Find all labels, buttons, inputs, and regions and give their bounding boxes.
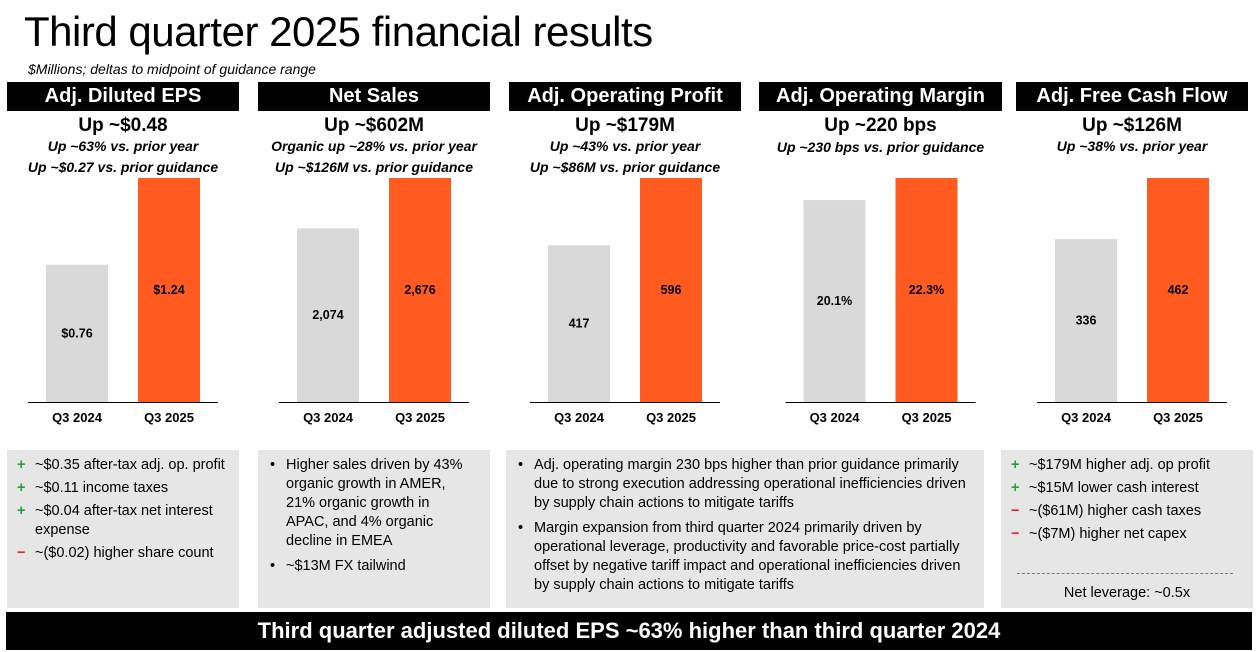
panel-sub-line: Organic up ~28% vs. prior year xyxy=(271,138,477,154)
panel-sub-line: Up ~38% vs. prior year xyxy=(1056,138,1208,154)
bar-current xyxy=(1147,178,1209,402)
data-label: 2,676 xyxy=(404,283,435,297)
list-item: + ~$15M lower cash interest xyxy=(1011,480,1199,496)
panel-operating-profit: Adj. Operating Profit Up ~$179M Up ~43% … xyxy=(509,82,741,442)
margin-drivers-box: Adj. operating margin 230 bps higher tha… xyxy=(506,450,984,608)
panel-header: Adj. Diluted EPS xyxy=(7,82,239,111)
bar-current xyxy=(640,178,702,402)
x-tick-label: Q3 2025 xyxy=(1153,410,1203,425)
bar-chart: 417 Q3 2024 596 Q3 2025 xyxy=(530,178,720,425)
bar-prior xyxy=(548,245,610,402)
data-label: 2,074 xyxy=(312,308,343,322)
data-label: 22.3% xyxy=(909,283,944,297)
data-label: 462 xyxy=(1168,283,1189,297)
x-tick-label: Q3 2025 xyxy=(144,410,194,425)
x-tick-label: Q3 2025 xyxy=(646,410,696,425)
list-item: − ~($7M) higher net capex xyxy=(1011,526,1187,542)
page-subtitle: $Millions; deltas to midpoint of guidanc… xyxy=(28,61,316,77)
panel-headline: Up ~$179M xyxy=(575,115,675,136)
panel-sub-line: Up ~43% vs. prior year xyxy=(549,138,701,154)
bar-prior xyxy=(1055,239,1117,402)
bar-chart: $0.76 Q3 2024 $1.24 Q3 2025 xyxy=(28,178,218,425)
bar-chart: 2,074 Q3 2024 2,676 Q3 2025 xyxy=(279,178,469,425)
list-item: − ~($0.02) higher share count xyxy=(17,545,214,561)
fcf-drivers-box: + ~$179M higher adj. op profit + ~$15M low… xyxy=(1001,450,1253,608)
list-item: + ~$179M higher adj. op profit xyxy=(1011,457,1210,473)
panel-headline: Up ~$0.48 xyxy=(78,115,168,136)
list-item: + ~$0.11 income taxes xyxy=(17,480,169,496)
bar-chart: 20.1% Q3 2024 22.3% Q3 2025 xyxy=(785,178,976,425)
bar-prior xyxy=(803,200,866,402)
panel-sub-line: Up ~230 bps vs. prior guidance xyxy=(776,139,985,155)
bar-current xyxy=(138,178,200,402)
list-item: − ~($61M) higher cash taxes xyxy=(1011,503,1202,519)
panel-eps: Adj. Diluted EPS Up ~$0.48 Up ~63% vs. p… xyxy=(7,82,239,442)
x-tick-label: Q3 2025 xyxy=(395,410,445,425)
data-label: 20.1% xyxy=(817,294,852,308)
panel-header: Adj. Operating Profit xyxy=(509,82,741,111)
plus-icon: + xyxy=(1011,457,1020,473)
x-tick-label: Q3 2024 xyxy=(1061,410,1112,425)
plus-icon: + xyxy=(17,480,26,496)
panel-headline: Up ~$602M xyxy=(324,115,424,136)
list-item: Adj. operating margin 230 bps higher tha… xyxy=(516,456,970,513)
panel-header: Adj. Free Cash Flow xyxy=(1016,82,1248,111)
panel-sub-line: Up ~$0.27 vs. prior guidance xyxy=(27,159,219,175)
panel-net-sales: Net Sales Up ~$602M Organic up ~28% vs. … xyxy=(258,82,490,442)
list-item: Margin expansion from third quarter 2024… xyxy=(516,519,970,595)
divider xyxy=(1017,573,1233,574)
panel-free-cash-flow: Adj. Free Cash Flow Up ~$126M Up ~38% vs… xyxy=(1016,82,1248,442)
panel-sub-line: Up ~$86M vs. prior guidance xyxy=(529,159,721,175)
data-label: $0.76 xyxy=(61,326,92,340)
panel-header: Adj. Operating Margin xyxy=(759,82,1002,111)
panel-sub-line: Up ~$126M vs. prior guidance xyxy=(274,159,473,175)
panel-headline: Up ~$126M xyxy=(1082,115,1182,136)
x-tick-label: Q3 2024 xyxy=(810,410,861,425)
panel-headline: Up ~220 bps xyxy=(824,115,937,136)
data-label: 596 xyxy=(661,283,682,297)
minus-icon: − xyxy=(1011,526,1020,542)
list-item: Higher sales driven by 43% organic growt… xyxy=(268,456,466,551)
data-label: $1.24 xyxy=(153,283,184,297)
footer-banner: Third quarter adjusted diluted EPS ~63% … xyxy=(6,612,1252,650)
sales-drivers-box: Higher sales driven by 43% organic growt… xyxy=(258,450,490,608)
x-tick-label: Q3 2024 xyxy=(52,410,103,425)
panel-operating-margin: Adj. Operating Margin Up ~220 bps Up ~23… xyxy=(759,82,1002,442)
minus-icon: − xyxy=(1011,503,1020,519)
page-title: Third quarter 2025 financial results xyxy=(24,8,653,55)
data-label: 336 xyxy=(1076,314,1097,328)
list-item: + ~$0.04 after-tax net interest expense xyxy=(17,503,213,538)
x-tick-label: Q3 2025 xyxy=(902,410,952,425)
data-label: 417 xyxy=(569,317,590,331)
panel-header: Net Sales xyxy=(258,82,490,111)
bar-current xyxy=(389,178,451,402)
net-leverage: Net leverage: ~0.5x xyxy=(1063,585,1191,601)
bar-current xyxy=(895,178,958,402)
plus-icon: + xyxy=(17,457,26,473)
x-tick-label: Q3 2024 xyxy=(554,410,605,425)
bar-prior xyxy=(297,228,359,402)
minus-icon: − xyxy=(17,545,26,561)
list-item: ~$13M FX tailwind xyxy=(268,557,466,576)
plus-icon: + xyxy=(17,503,26,519)
plus-icon: + xyxy=(1011,480,1020,496)
list-item: + ~$0.35 after-tax adj. op. profit xyxy=(17,457,225,473)
eps-drivers-box: + ~$0.35 after-tax adj. op. profit + ~$0.1… xyxy=(7,450,239,608)
panel-sub-line: Up ~63% vs. prior year xyxy=(47,138,199,154)
x-tick-label: Q3 2024 xyxy=(303,410,354,425)
bar-prior xyxy=(46,264,108,402)
bar-chart: 336 Q3 2024 462 Q3 2025 xyxy=(1037,178,1227,425)
